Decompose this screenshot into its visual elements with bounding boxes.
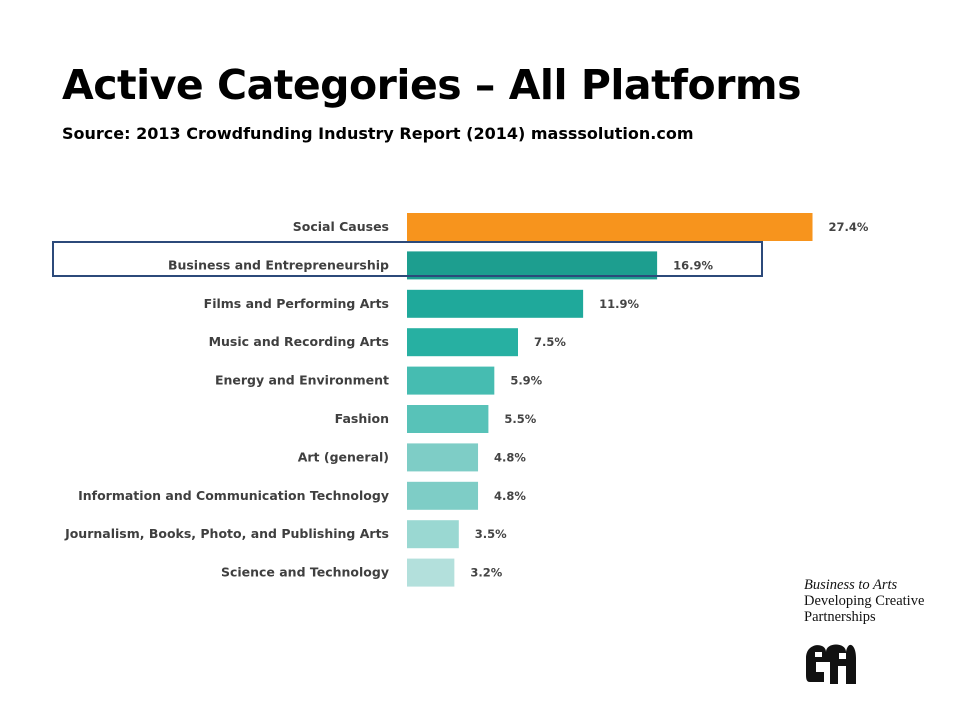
value-label: 7.5% — [534, 335, 566, 349]
bar — [407, 481, 479, 510]
logo-line-1: Business to Arts — [804, 577, 898, 593]
category-label: Art (general) — [298, 449, 389, 464]
value-label: 11.9% — [599, 297, 639, 311]
category-label: Journalism, Books, Photo, and Publishing… — [64, 526, 389, 541]
category-label: Business and Entrepreneurship — [168, 257, 389, 272]
value-label: 5.5% — [504, 412, 536, 426]
category-label: Fashion — [335, 411, 389, 426]
category-label: Music and Recording Arts — [209, 334, 389, 349]
bar — [407, 328, 518, 357]
bar — [407, 366, 495, 395]
bars-group: Social Causes 27.4% Business and Entrepren… — [64, 213, 869, 587]
slide-subtitle: Source: 2013 Crowdfunding Industry Repor… — [62, 124, 694, 143]
value-label: 16.9% — [673, 258, 713, 272]
category-label: Energy and Environment — [215, 373, 389, 388]
category-label: Social Causes — [293, 219, 389, 234]
bar — [407, 443, 479, 472]
bar — [407, 251, 658, 280]
value-label: 3.5% — [475, 527, 507, 541]
value-label: 4.8% — [494, 489, 526, 503]
value-label: 3.2% — [470, 566, 502, 580]
bar — [407, 213, 813, 241]
value-label: 5.9% — [510, 374, 542, 388]
bar — [407, 558, 455, 587]
category-label: Science and Technology — [221, 565, 389, 580]
category-label: Films and Performing Arts — [204, 296, 389, 311]
category-label: Information and Communication Technology — [78, 488, 389, 503]
value-label: 27.4% — [829, 220, 869, 234]
bar — [407, 520, 459, 549]
bar — [407, 289, 584, 318]
logo-line-3: Partnerships — [804, 609, 876, 625]
highlight-box — [52, 241, 763, 277]
logo-mark-icon — [806, 644, 856, 684]
slide-title: Active Categories – All Platforms — [62, 61, 802, 109]
logo-line-2: Developing Creative — [804, 593, 925, 609]
value-label: 4.8% — [494, 450, 526, 464]
company-logo: Business to Arts Developing Creative Par… — [804, 577, 924, 625]
bar — [407, 405, 489, 433]
